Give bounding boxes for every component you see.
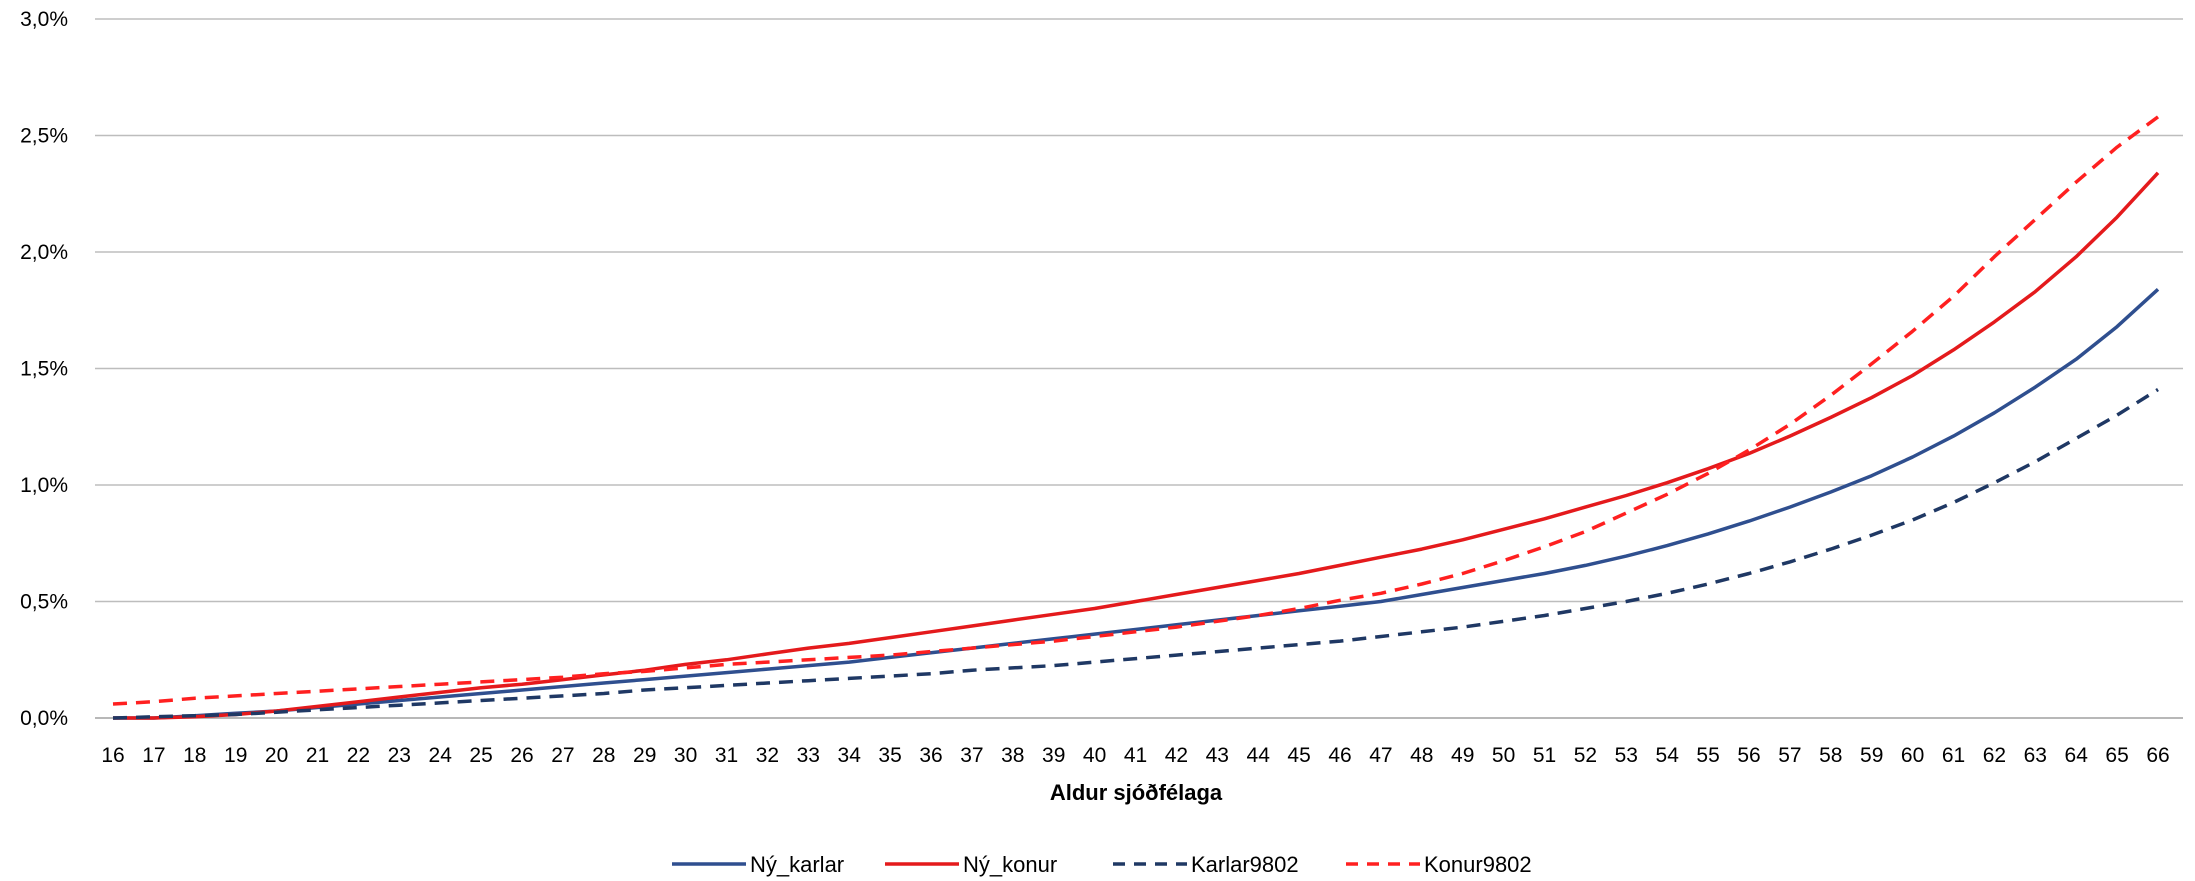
x-tick-label: 50 [1492, 744, 1515, 767]
y-tick-label: 3,0% [20, 8, 68, 31]
x-tick-label: 41 [1124, 744, 1147, 767]
x-tick-label: 35 [878, 744, 901, 767]
x-tick-label: 24 [429, 744, 453, 767]
x-tick-label: 48 [1410, 744, 1433, 767]
x-tick-label: 64 [2065, 744, 2089, 767]
series-line-konur9802 [112, 115, 2160, 706]
x-tick-label: 51 [1533, 744, 1556, 767]
x-tick-label: 18 [183, 744, 206, 767]
y-axis-ticks: 0,0% 0,5% 1,0% 1,5% 2,0% 2,5% 3,0% [20, 8, 68, 730]
x-tick-label: 63 [2024, 744, 2047, 767]
x-tick-label: 42 [1165, 744, 1188, 767]
gridlines [95, 18, 2183, 719]
legend-label[interactable]: Konur9802 [1424, 852, 1532, 877]
series-line-karlar9802 [112, 388, 2159, 720]
x-axis-title: Aldur sjóðfélaga [1050, 780, 1223, 805]
x-tick-label: 56 [1737, 744, 1760, 767]
x-tick-label: 19 [224, 744, 247, 767]
x-tick-label: 30 [674, 744, 697, 767]
legend-label[interactable]: Ný_konur [963, 852, 1057, 877]
x-tick-label: 21 [306, 744, 329, 767]
x-tick-label: 55 [1696, 744, 1719, 767]
x-tick-label: 25 [469, 744, 492, 767]
x-tick-label: 60 [1901, 744, 1924, 767]
x-tick-label: 57 [1778, 744, 1801, 767]
x-tick-label: 58 [1819, 744, 1842, 767]
x-tick-label: 49 [1451, 744, 1474, 767]
x-tick-label: 37 [960, 744, 983, 767]
legend-label[interactable]: Karlar9802 [1191, 852, 1299, 877]
x-tick-label: 39 [1042, 744, 1065, 767]
x-tick-label: 17 [142, 744, 165, 767]
x-tick-label: 22 [347, 744, 370, 767]
x-tick-label: 53 [1615, 744, 1638, 767]
x-tick-label: 27 [551, 744, 574, 767]
x-tick-label: 52 [1574, 744, 1597, 767]
x-tick-label: 33 [797, 744, 820, 767]
series-line-n-konur [113, 171, 2160, 720]
x-tick-label: 23 [388, 744, 411, 767]
legend-label[interactable]: Ný_karlar [750, 852, 844, 877]
x-tick-label: 44 [1247, 744, 1271, 767]
series-line-n-karlar [113, 288, 2160, 720]
x-tick-label: 36 [919, 744, 942, 767]
x-tick-label: 20 [265, 744, 288, 767]
x-tick-label: 32 [756, 744, 779, 767]
legend[interactable]: Ný_karlar Ný_konur Karlar9802 Konur9802 [672, 852, 1532, 877]
x-tick-label: 47 [1369, 744, 1392, 767]
y-tick-label: 0,5% [20, 591, 68, 614]
x-tick-label: 16 [101, 744, 124, 767]
x-tick-label: 54 [1656, 744, 1680, 767]
x-tick-label: 31 [715, 744, 738, 767]
x-tick-label: 28 [592, 744, 615, 767]
x-axis-ticks: 16 17 18 19 20 21 22 23 24 25 26 27 28 29 30 31 32 33 34 35… [101, 744, 2169, 767]
x-tick-label: 34 [838, 744, 862, 767]
x-tick-label: 61 [1942, 744, 1965, 767]
y-tick-label: 2,0% [20, 241, 68, 264]
x-tick-label: 26 [510, 744, 533, 767]
series-lines [112, 115, 2160, 720]
x-tick-label: 66 [2146, 744, 2169, 767]
x-tick-label: 29 [633, 744, 656, 767]
y-tick-label: 2,5% [20, 125, 68, 148]
x-tick-label: 45 [1287, 744, 1310, 767]
x-tick-label: 59 [1860, 744, 1883, 767]
x-tick-label: 62 [1983, 744, 2006, 767]
x-tick-label: 38 [1001, 744, 1024, 767]
y-tick-label: 1,5% [20, 358, 68, 381]
x-tick-label: 65 [2105, 744, 2128, 767]
y-tick-label: 1,0% [20, 474, 68, 497]
x-tick-label: 43 [1206, 744, 1229, 767]
x-tick-label: 46 [1328, 744, 1351, 767]
y-tick-label: 0,0% [20, 707, 68, 730]
x-tick-label: 40 [1083, 744, 1106, 767]
